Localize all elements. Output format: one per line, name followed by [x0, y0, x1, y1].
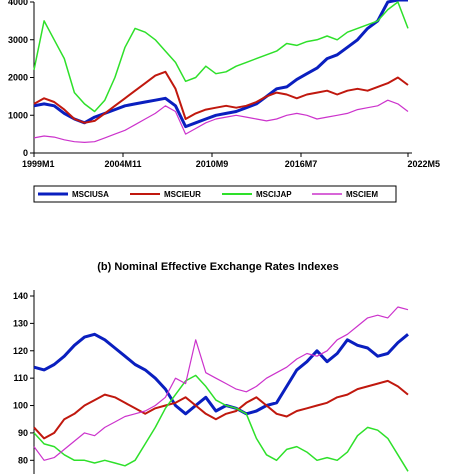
chart-b: 80 90 100 110 120 130 140 [13, 290, 409, 474]
series-line-b-3 [33, 306, 409, 461]
chart-b-y-tick-label: 80 [18, 455, 28, 465]
legend: MSCIUSA MSCIEUR MSCIJAP MSCIEM [33, 185, 397, 203]
legend-item-mscieur: MSCIEUR [130, 190, 201, 199]
legend-item-mscijap: MSCIJAP [222, 190, 292, 199]
chart-a-series [33, 0, 409, 143]
legend-label-mscijap: MSCIJAP [256, 190, 292, 199]
chart-b-title: (b) Nominal Effective Exchange Rates Ind… [97, 261, 338, 273]
chart-a-y-tick-label: 3000 [8, 35, 28, 45]
chart-a-x-ticks: 1999M1 2004M11 2010M9 2016M7 2022M5 [22, 153, 440, 169]
series-line-msciem [33, 99, 409, 143]
chart-a-x-tick-label: 1999M1 [22, 159, 55, 169]
chart-a-y-tick-label: 0 [23, 148, 28, 158]
chart-a-y-tick-label: 2000 [8, 73, 28, 83]
series-line-mscijap [33, 1, 409, 113]
series-line-b-2 [33, 374, 409, 472]
legend-item-msciem: MSCIEM [312, 190, 378, 199]
series-line-msciusa [33, 0, 408, 129]
chart-b-y-tick-label: 90 [18, 428, 28, 438]
chart-b-y-tick-label: 120 [13, 346, 28, 356]
chart-b-y-tick-label: 140 [13, 291, 28, 301]
legend-label-msciusa: MSCIUSA [72, 190, 109, 199]
chart-a-x-tick-label: 2016M7 [285, 159, 318, 169]
legend-item-msciusa: MSCIUSA [38, 190, 109, 199]
chart-a-y-tick-label: 4000 [8, 0, 28, 7]
chart-a-x-tick-label: 2022M5 [407, 159, 440, 169]
chart-a: 0 1000 2000 3000 4000 1999M1 2004M11 2010M9 201… [8, 0, 440, 169]
chart-b-series [33, 306, 409, 472]
series-line-mscieur [33, 70, 409, 124]
legend-label-msciem: MSCIEM [346, 190, 378, 199]
legend-label-mscieur: MSCIEUR [164, 190, 201, 199]
chart-b-y-ticks: 80 90 100 110 120 130 140 [13, 291, 34, 465]
series-line-b-0 [33, 332, 409, 416]
chart-b-y-tick-label: 110 [13, 373, 28, 383]
chart-b-y-tick-label: 130 [13, 318, 28, 328]
chart-a-y-tick-label: 1000 [8, 110, 28, 120]
chart-a-x-tick-label: 2004M11 [104, 159, 141, 169]
series-line-b-1 [33, 379, 409, 440]
chart-a-x-tick-label: 2010M9 [196, 159, 229, 169]
chart-a-y-ticks: 0 1000 2000 3000 4000 [8, 0, 34, 158]
legend-box [33, 185, 397, 203]
chart-b-y-tick-label: 100 [13, 401, 28, 411]
